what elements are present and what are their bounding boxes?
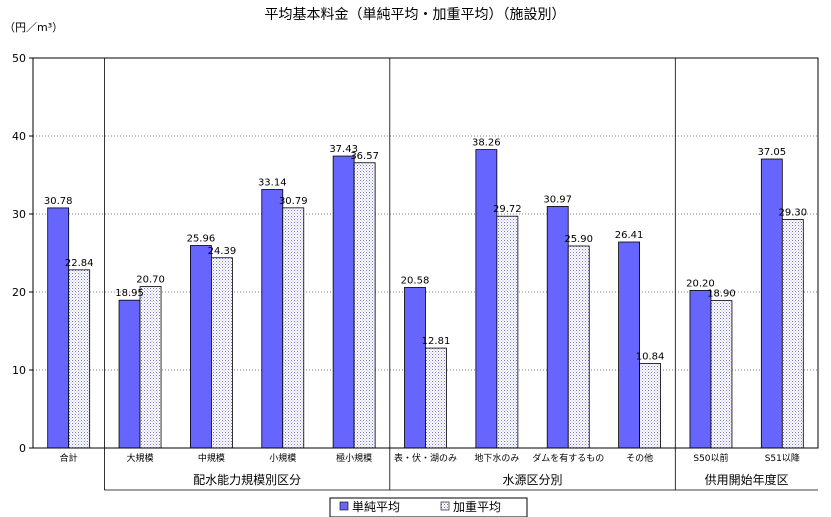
category-label: 表・伏・湖のみ xyxy=(394,452,457,464)
y-tick-label: 10 xyxy=(12,364,26,377)
y-tick-label: 50 xyxy=(12,52,26,65)
bar-weighted-average xyxy=(211,257,233,449)
group-labels: 配水能力規模別区分 水源区分別 供用開始年度区 xyxy=(104,58,818,491)
y-tick-label: 40 xyxy=(12,130,26,143)
data-label: 30.79 xyxy=(279,196,308,207)
data-label: 25.96 xyxy=(187,234,216,245)
legend: 単純平均 加重平均 xyxy=(329,497,528,517)
data-label: 37.05 xyxy=(757,147,786,158)
bar-simple-average xyxy=(618,241,640,449)
data-label: 20.58 xyxy=(401,275,430,286)
bar-simple-average xyxy=(190,245,212,449)
bar-weighted-average xyxy=(139,286,162,449)
data-label: 30.97 xyxy=(543,194,572,205)
data-label: 20.70 xyxy=(136,275,165,286)
bar-weighted-average xyxy=(639,363,661,449)
y-unit-label: （円／m³） xyxy=(4,21,63,34)
category-label: 地下水のみ xyxy=(474,452,519,464)
y-tick-label: 30 xyxy=(12,208,26,221)
bar-simple-average xyxy=(760,158,783,449)
category-label: 極小規模 xyxy=(336,452,372,464)
data-label: 37.43 xyxy=(329,144,358,155)
data-label: 33.14 xyxy=(258,178,287,189)
data-label: 30.78 xyxy=(44,196,73,207)
data-label: 26.41 xyxy=(615,230,644,241)
bar-simple-average xyxy=(47,207,70,449)
legend-swatch-simple xyxy=(339,501,349,511)
bar-weighted-average xyxy=(353,162,376,449)
legend-box xyxy=(329,497,528,517)
data-label: 18.90 xyxy=(707,289,736,300)
plot-frame xyxy=(32,57,819,449)
data-label: 29.30 xyxy=(778,207,807,218)
legend-label-weighted: 加重平均 xyxy=(453,500,501,514)
bar-weighted-average xyxy=(710,300,733,449)
category-label: S50以前 xyxy=(693,452,728,464)
data-label: 24.39 xyxy=(208,246,237,257)
group-label: 供用開始年度区 xyxy=(705,472,789,487)
bar-weighted-average xyxy=(425,347,447,449)
bar-weighted-average xyxy=(567,245,590,449)
data-label: 10.84 xyxy=(636,351,665,362)
data-label: 36.57 xyxy=(350,151,379,162)
data-label: 29.72 xyxy=(493,204,522,215)
bar-simple-average xyxy=(118,299,141,449)
bar-weighted-average xyxy=(496,215,519,449)
group-label: 水源区分別 xyxy=(503,473,563,487)
data-label: 25.90 xyxy=(564,234,593,245)
category-label: 合計 xyxy=(60,452,78,464)
bar-simple-average xyxy=(475,149,498,449)
bar-weighted-average xyxy=(68,269,91,449)
category-label: 小規模 xyxy=(269,453,296,464)
category-label: その他 xyxy=(626,452,653,464)
category-labels: 合計 大規模 中規模 小規模 極小規模 表・伏・湖のみ 地下水のみ ダムを有するもの その他 S5… xyxy=(60,452,800,464)
data-label: 38.26 xyxy=(472,138,501,149)
data-label: 12.81 xyxy=(422,336,451,347)
group-label: 配水能力規模別区分 xyxy=(193,472,301,487)
category-label: 大規模 xyxy=(127,452,154,464)
y-axis-ticks: 0 10 20 30 40 50 xyxy=(12,52,33,455)
bars xyxy=(47,149,804,449)
bar-simple-average xyxy=(332,155,355,449)
gridlines xyxy=(33,135,818,371)
data-label: 20.20 xyxy=(686,278,715,289)
y-tick-label: 20 xyxy=(12,286,26,299)
y-tick-label: 0 xyxy=(19,442,26,455)
chart-title: 平均基本料金（単純平均・加重平均）（施設別） xyxy=(265,6,566,23)
data-label: 18.95 xyxy=(115,288,144,299)
data-label: 22.84 xyxy=(65,258,94,269)
bar-weighted-average xyxy=(781,219,804,449)
category-label: 中規模 xyxy=(198,452,225,464)
legend-label-simple: 単純平均 xyxy=(352,500,400,514)
bar-simple-average xyxy=(404,287,426,449)
bar-simple-average xyxy=(689,290,712,449)
bar-weighted-average xyxy=(282,207,305,449)
category-label: ダムを有するもの xyxy=(532,452,604,464)
bar-simple-average xyxy=(261,189,284,449)
legend-swatch-weighted xyxy=(440,501,450,511)
category-label: S51以降 xyxy=(765,452,800,464)
